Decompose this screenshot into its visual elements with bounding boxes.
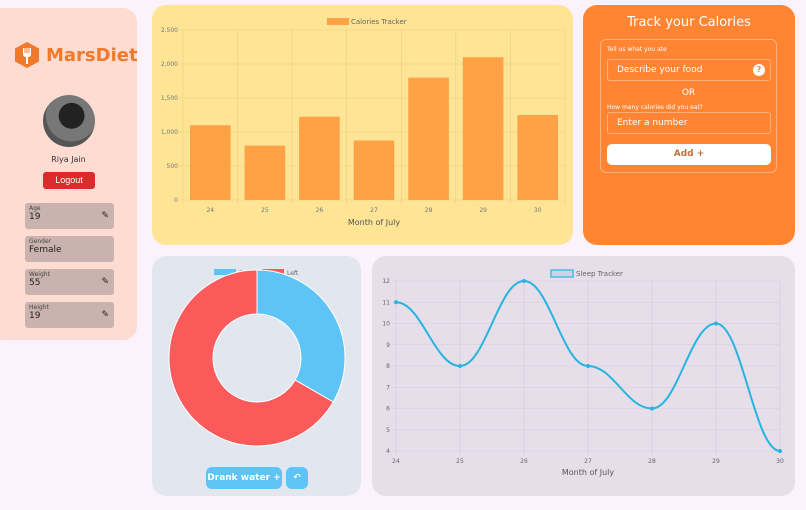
sleep-chart-card: Sleep Tracker 4 5 6 7 8 9 10 11 12 24 25 26 27 28 29 30 M… — [372, 256, 795, 496]
field-value: 19 — [29, 311, 41, 321]
x-axis-label: Month of July — [562, 468, 615, 477]
data-point — [458, 364, 462, 368]
y-tick-label: 11 — [382, 299, 390, 306]
y-tick-label: 6 — [386, 406, 390, 413]
x-tick-label: 27 — [370, 207, 378, 214]
track-calories-card: Track your Calories Tell us what you ate… — [583, 5, 795, 245]
y-tick-label: 10 — [382, 321, 390, 328]
profile-sidebar: MarsDiet Riya Jain Logout Age 19 ✎ Gender Fe… — [0, 8, 138, 340]
x-tick-label: 29 — [712, 458, 720, 465]
y-tick-label: 4 — [386, 448, 390, 455]
undo-button[interactable]: ↶ — [286, 467, 308, 489]
pencil-icon[interactable]: ✎ — [101, 211, 109, 221]
track-title: Track your Calories — [627, 15, 751, 30]
user-name: Riya Jain — [51, 155, 86, 164]
legend-swatch — [214, 269, 236, 275]
legend-swatch — [327, 18, 349, 25]
bar — [190, 125, 231, 200]
bar — [462, 57, 504, 201]
y-tick-label: 9 — [386, 342, 390, 349]
legend-swatch — [550, 269, 574, 278]
x-tick-label: 28 — [648, 458, 656, 465]
calories-bar-chart: Calories Tracker 0 500 1,000 1,500 2,000 2,500… — [161, 18, 566, 227]
data-point — [522, 279, 526, 283]
x-tick-label: 28 — [425, 207, 433, 214]
donut-slice-left — [168, 269, 334, 447]
logout-button[interactable]: Logout — [43, 172, 95, 189]
add-button[interactable]: Add + — [607, 144, 771, 165]
track-form: Tell us what you ate Describe your food?… — [600, 39, 777, 173]
y-tick-label: 1,000 — [161, 129, 178, 136]
data-point — [778, 449, 782, 453]
field-value: 19 — [29, 212, 41, 222]
food-label: Tell us what you ate — [607, 46, 667, 53]
water-donut-chart: DrankLeft — [168, 269, 346, 447]
donut-slice-drank — [256, 269, 346, 403]
brand-logo: MarsDiet — [14, 41, 138, 69]
legend-label: Calories Tracker — [351, 18, 407, 26]
undo-icon: ↶ — [293, 473, 301, 483]
pencil-icon[interactable]: ✎ — [101, 277, 109, 287]
bar — [408, 77, 449, 200]
y-tick-label: 12 — [382, 278, 390, 285]
x-tick-label: 24 — [392, 458, 400, 465]
x-tick-label: 26 — [316, 207, 324, 214]
profile-field-gender: Gender Female — [25, 236, 114, 262]
food-input[interactable]: Describe your food? — [607, 59, 771, 81]
sleep-line-chart: Sleep Tracker 4 5 6 7 8 9 10 11 12 24 25 26 27 28 29 30 M… — [382, 269, 784, 477]
bar — [353, 140, 395, 200]
x-tick-label: 27 — [584, 458, 592, 465]
profile-field-height: Height 19 ✎ — [25, 302, 114, 328]
help-icon[interactable]: ? — [753, 64, 765, 76]
fork-hexagon-icon — [15, 42, 39, 68]
food-placeholder: Describe your food — [617, 65, 703, 75]
water-card: DrankLeft Drank water + ↶ — [152, 256, 361, 496]
data-point — [394, 300, 398, 305]
avatar — [43, 95, 95, 147]
data-point — [650, 406, 654, 411]
y-tick-label: 0 — [174, 197, 178, 204]
data-point — [714, 321, 718, 326]
calories-placeholder: Enter a number — [617, 118, 688, 128]
field-label: Height — [29, 304, 49, 311]
field-value: Female — [29, 245, 62, 255]
x-tick-label: 25 — [456, 458, 464, 465]
calories-label: How many calories did you eat? — [607, 104, 703, 111]
y-tick-label: 8 — [386, 363, 390, 370]
y-tick-label: 7 — [386, 384, 390, 391]
field-value: 55 — [29, 278, 41, 288]
bar — [244, 145, 286, 200]
x-tick-label: 30 — [534, 207, 542, 214]
pencil-icon[interactable]: ✎ — [101, 310, 109, 320]
drank-water-button[interactable]: Drank water + — [206, 467, 282, 489]
field-label: Weight — [29, 271, 50, 278]
y-tick-label: 2,500 — [161, 27, 178, 34]
y-tick-label: 5 — [386, 427, 390, 434]
profile-field-age: Age 19 ✎ — [25, 203, 114, 229]
field-label: Gender — [29, 238, 52, 245]
bar — [299, 116, 340, 200]
data-point — [586, 364, 590, 368]
y-tick-label: 1,500 — [161, 95, 178, 102]
bar — [517, 115, 558, 200]
x-tick-label: 25 — [261, 207, 269, 214]
profile-field-weight: Weight 55 ✎ — [25, 269, 114, 295]
x-tick-label: 29 — [479, 207, 487, 214]
x-tick-label: 24 — [206, 207, 214, 214]
legend-label: Left — [287, 270, 299, 277]
legend-label: Sleep Tracker — [576, 270, 623, 278]
calories-chart-card: Calories Tracker 0 500 1,000 1,500 2,000 2,500… — [152, 5, 573, 245]
brand-name: MarsDiet — [46, 44, 138, 66]
x-axis-label: Month of July — [348, 218, 401, 227]
y-tick-label: 500 — [167, 163, 179, 170]
field-label: Age — [29, 205, 41, 212]
x-tick-label: 26 — [520, 458, 528, 465]
x-tick-label: 30 — [776, 458, 784, 465]
calories-input[interactable]: Enter a number — [607, 112, 771, 134]
y-tick-label: 2,000 — [161, 61, 178, 68]
or-divider: OR — [681, 88, 696, 98]
